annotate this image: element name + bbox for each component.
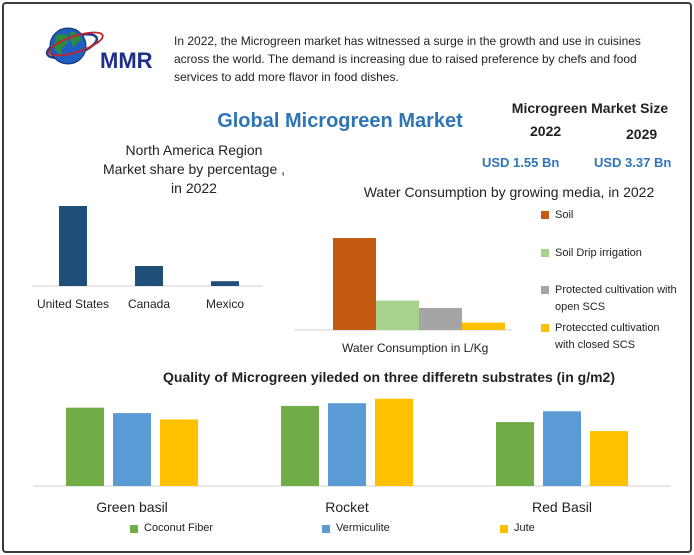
water-legend-label: Soil (555, 209, 574, 221)
region-chart-title-line-3: in 2022 (171, 180, 217, 196)
quality-bar (113, 413, 151, 486)
water-bar (376, 300, 419, 330)
region-bar (211, 281, 239, 286)
water-legend-swatch (541, 211, 549, 219)
quality-legend-swatch (322, 525, 330, 533)
region-category-label: Canada (128, 297, 170, 311)
quality-bar (328, 403, 366, 486)
quality-legend-item: Coconut Fiber (130, 522, 213, 534)
quality-category-label: Rocket (325, 499, 369, 515)
water-legend-item: Soil Drip irrigation (541, 245, 681, 262)
water-legend-item: Proteccted cultivation with closed SCS (541, 320, 681, 354)
quality-bar (281, 405, 319, 486)
quality-category-label: Red Basil (532, 499, 592, 515)
quality-substrate-chart: Green basil Rocket Red Basil (34, 398, 670, 515)
region-market-share-chart: United States Canada Mexico (32, 206, 262, 311)
quality-bar (543, 411, 581, 486)
quality-bar (375, 398, 413, 486)
intro-paragraph: In 2022, the Microgreen market has witne… (174, 34, 641, 84)
quality-chart-legend: Coconut Fiber Vermiculite Jute (130, 522, 610, 538)
market-size-title: Microgreen Market Size (511, 100, 669, 116)
region-bar (59, 206, 87, 286)
water-legend-item: Protected cultivation with open SCS (541, 282, 681, 316)
quality-bar (496, 422, 534, 486)
quality-legend-label: Vermiculite (336, 522, 390, 534)
market-size-year-2022: 2022 (530, 123, 562, 139)
brand-name: MMR (100, 48, 153, 73)
water-legend-swatch (541, 324, 549, 332)
region-chart-title: North America Region Market share by per… (74, 141, 314, 198)
water-consumption-chart (294, 238, 512, 331)
quality-bar (590, 431, 628, 486)
region-chart-title-line-1: North America Region (125, 142, 263, 158)
market-size-value-2029: USD 3.37 Bn (594, 155, 672, 170)
water-chart-title: Water Consumption by growing media, in 2… (363, 184, 655, 200)
quality-legend-item: Vermiculite (322, 522, 390, 534)
quality-category-label: Green basil (96, 499, 168, 515)
water-legend-label: Protected cultivation with open SCS (555, 284, 677, 313)
water-bar (333, 238, 376, 330)
region-category-label: United States (37, 297, 109, 311)
water-legend-label: Proteccted cultivation with closed SCS (555, 322, 660, 351)
market-size-value-2022: USD 1.55 Bn (482, 155, 560, 170)
region-bar (135, 266, 163, 286)
water-chart-xlabel: Water Consumption in L/Kg (342, 341, 489, 355)
water-legend-item: Soil (541, 207, 681, 224)
water-legend-swatch (541, 249, 549, 257)
mmr-logo: MMR (45, 27, 153, 73)
quality-legend-item: Jute (500, 522, 535, 534)
water-bar (419, 307, 462, 330)
water-legend-swatch (541, 286, 549, 294)
quality-bar (66, 407, 104, 486)
quality-legend-swatch (130, 525, 138, 533)
market-size-year-2029: 2029 (626, 126, 658, 142)
quality-bar (160, 419, 198, 486)
quality-chart-title: Quality of Microgreen yileded on three d… (163, 369, 615, 385)
quality-legend-label: Coconut Fiber (144, 522, 214, 534)
region-category-label: Mexico (206, 297, 244, 311)
page-title: Global Microgreen Market (217, 110, 463, 132)
quality-legend-swatch (500, 525, 508, 533)
quality-legend-label: Jute (514, 522, 535, 534)
water-bar (462, 322, 505, 330)
region-chart-title-line-2: Market share by percentage , (102, 161, 286, 177)
water-legend-label: Soil Drip irrigation (555, 247, 642, 259)
